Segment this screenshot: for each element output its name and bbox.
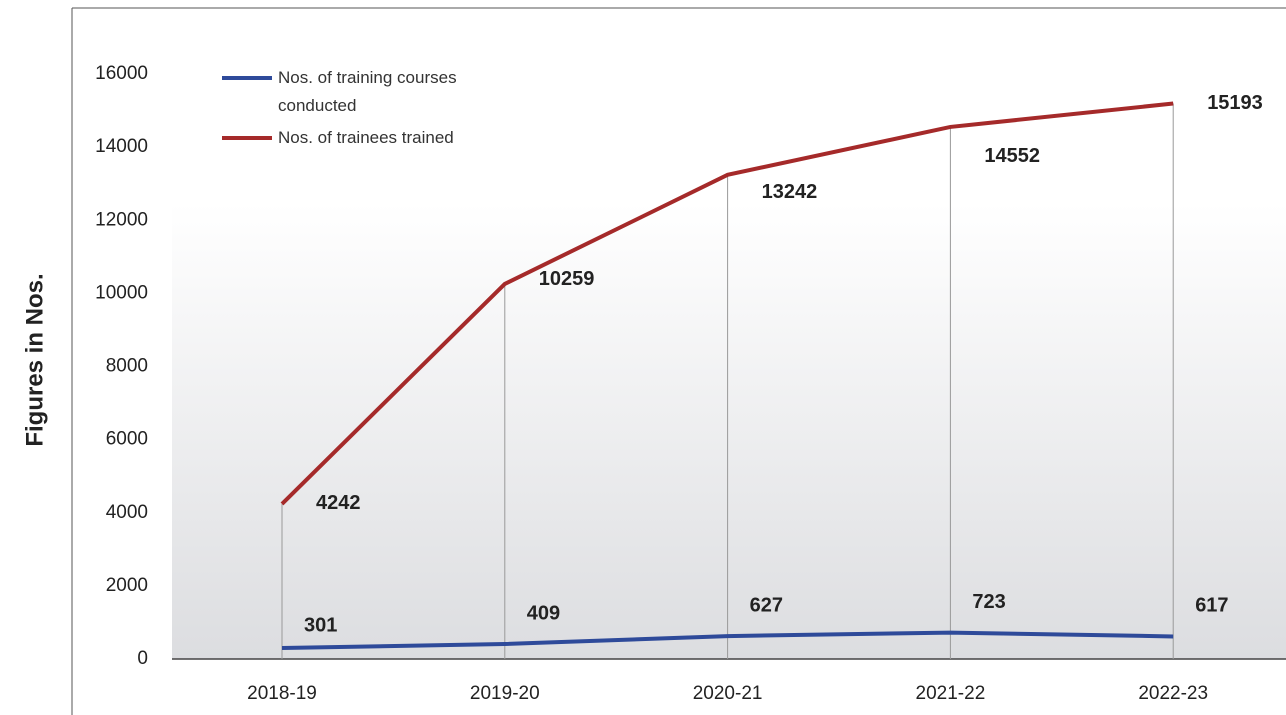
legend-label: Nos. of training courses conducted: [278, 68, 457, 115]
y-axis-label: Figures in Nos.: [21, 273, 48, 446]
x-tick-label: 2022-23: [1138, 683, 1208, 704]
data-label: 13242: [762, 181, 818, 203]
plot-area: [172, 8, 1286, 659]
series-line: [280, 101, 1174, 506]
series-line: [281, 630, 1174, 650]
x-tick-label: 2019-20: [470, 683, 540, 704]
y-tick-label: 8000: [106, 356, 148, 377]
data-label: 723: [972, 591, 1005, 613]
data-label: 14552: [984, 145, 1040, 167]
data-label: 617: [1195, 595, 1228, 617]
x-tick-label: 2021-22: [916, 683, 986, 704]
y-tick-label: 0: [137, 648, 148, 669]
y-tick-label: 6000: [106, 429, 148, 450]
data-label: 627: [750, 594, 783, 616]
legend-label: Nos. of trainees trained: [278, 128, 454, 147]
data-label: 301: [304, 614, 337, 636]
data-label: 15193: [1207, 92, 1263, 114]
x-tick-label: 2020-21: [693, 683, 763, 704]
data-label: 409: [527, 602, 560, 624]
y-tick-label: 2000: [106, 575, 148, 596]
y-tick-label: 12000: [95, 209, 148, 230]
data-label: 4242: [316, 492, 361, 514]
y-tick-label: 10000: [95, 282, 148, 303]
y-tick-label: 4000: [106, 502, 148, 523]
y-tick-label: 14000: [95, 136, 148, 157]
y-tick-label: 16000: [95, 63, 148, 84]
data-label: 10259: [539, 268, 595, 290]
x-tick-label: 2018-19: [247, 683, 317, 704]
